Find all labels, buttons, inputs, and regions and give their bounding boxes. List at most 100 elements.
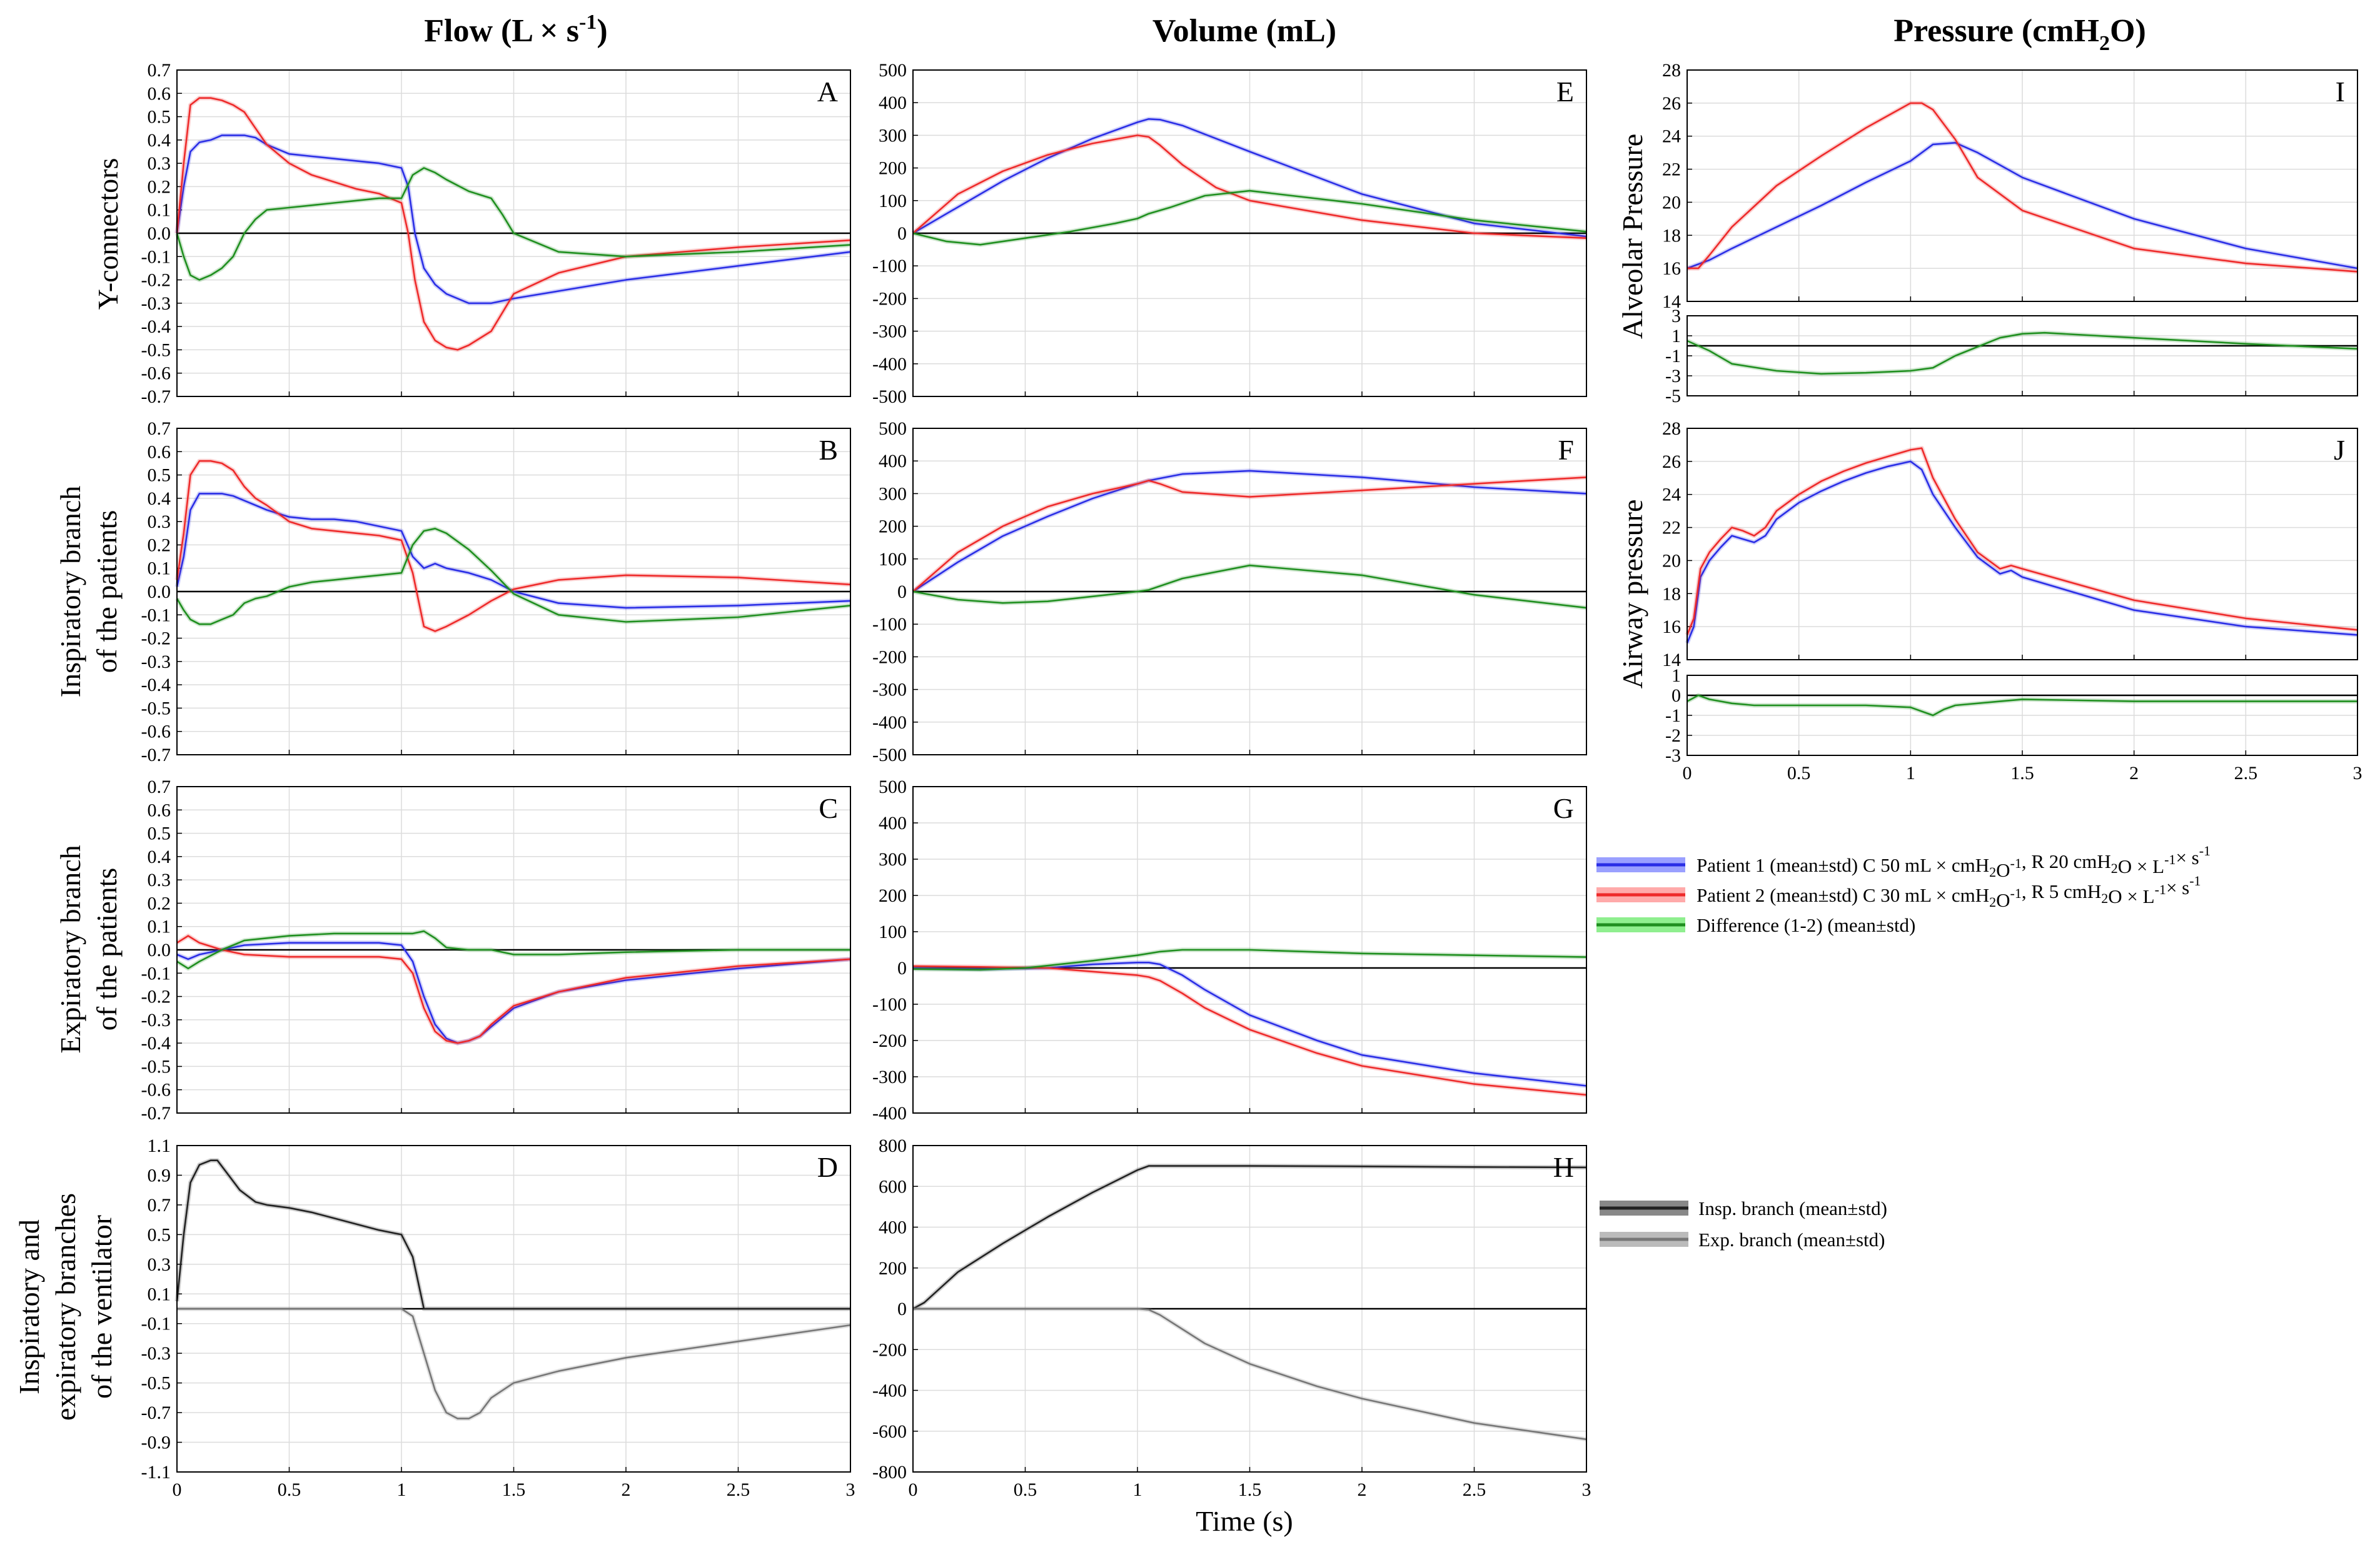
y-tick-label: -0.5 [141,340,171,360]
y-tick-label: -0.4 [141,675,171,695]
y-tick-label: 0.2 [148,893,171,914]
chart-flow-expiratory-patients: 0.7 0.6 0.5 0.4 0.3 0.2 0.1 0.0 -0.1 -0.2 -0.3-0.4… [141,777,851,1124]
y-tick-label: -100 [872,256,907,276]
row-label-i: Alveolar Pressure [1616,134,1648,339]
y-tick-label: 0 [897,223,907,244]
grid-lines [1687,70,2357,301]
axis-frame [176,428,851,755]
y-tick-label: 0.7 [148,60,171,81]
y-tick-label: -0.2 [141,628,171,649]
series-line-green [176,167,851,281]
y-tick-label: -400 [872,1381,907,1401]
y-tick-label: 0.5 [148,1224,171,1245]
y-tick-label: 200 [879,158,907,179]
legend-entry-3: Difference (1-2) (mean±std) [1697,914,1915,936]
y-tick-label: -0.4 [141,1033,171,1054]
series-line-blue [176,134,851,305]
y-tick-label: -0.7 [141,1103,171,1124]
y-tick-label: 0.0 [148,223,171,244]
y-tick-label: -0.5 [141,698,171,718]
series-line-green [1687,331,2358,375]
legend-branches: Insp. branch (mean±std) Exp. branch (mean… [1600,1197,1887,1251]
axis-frame [176,1145,851,1473]
y-tick-label: 22 [1662,518,1681,538]
axis-frame [1687,69,2358,302]
panel-label: F [1558,434,1574,466]
y-tick-label: -800 [872,1462,907,1483]
y-tick-label: -0.3 [141,652,171,672]
y-tick-label: -0.6 [141,722,171,742]
x-tick-label: 2 [1358,1479,1367,1500]
y-tick-label: 100 [879,922,907,942]
chart-volume-inspiratory-patients: 500 400 300 200 100 0 -100 -200 -300 -400 -500 F [872,418,1587,765]
panel-label: B [819,434,838,466]
x-tick-label: 0.5 [1014,1479,1037,1500]
y-tick-label: 0.7 [148,1195,171,1216]
y-tick-label: 20 [1662,550,1681,571]
y-tick-label: 0.3 [148,870,171,890]
x-tick-label: 1 [1906,763,1915,784]
x-tick-label: 2.5 [727,1479,750,1500]
y-tick-label: 0.3 [148,153,171,174]
series-line-blue [1687,142,2358,270]
x-tick-label: 0.5 [1787,763,1811,784]
legend-patients: Patient 1 (mean±std) C 50 mL × cmH2O-1, … [1596,843,2211,936]
y-tick-label: -0.1 [141,963,171,984]
x-tick-label: 2.5 [1463,1479,1486,1500]
x-tick-label: 0.5 [278,1479,301,1500]
chart-volume-expiratory-patients: 500 400 300 200 100 0 -100 -200 -300 -400 G [872,777,1587,1124]
x-tick-label: 1.5 [2010,763,2034,784]
axis-frame [912,69,1587,397]
panel-label: A [817,76,838,108]
y-tick-label: 300 [879,849,907,870]
axis-frame [912,428,1587,755]
y-tick-label: -0.5 [141,1056,171,1077]
y-tick-label: 0.5 [148,107,171,128]
x-tick-label: 1.5 [1238,1479,1262,1500]
y-tick-label: 0.5 [148,465,171,486]
row-label-j: Airway pressure [1616,500,1648,689]
y-tick-label: 0.7 [148,777,171,797]
x-tick-label: 0 [173,1479,182,1500]
y-tick-label: 0.6 [148,83,171,104]
y-tick-label: 200 [879,517,907,537]
axis-frame [1687,428,2358,660]
chart-airway-pressure-difference: 10-1-2-30 0.5 1 1.5 2 2.5 3 [1665,665,2362,784]
y-tick-label: 16 [1662,617,1681,637]
legend-entry-1: Patient 1 (mean±std) C 50 mL × cmH2O-1, … [1697,843,2211,881]
x-tick-label: 3 [2353,763,2362,784]
y-tick-label: 100 [879,549,907,570]
panel-label: G [1553,792,1574,824]
y-tick-label: -1.1 [141,1462,171,1483]
y-tick-label: 0.3 [148,1254,171,1275]
chart-volume-y-connectors: 500 400 300 200 100 0 -100 -200 -300 -400 -500 E [872,60,1587,407]
x-tick-label: 1 [1133,1479,1142,1500]
y-tick-label: -500 [872,745,907,765]
y-tick-label: -0.4 [141,316,171,337]
series-line-blue [176,942,851,1044]
y-tick-label: 300 [879,125,907,146]
legend-branch-entry-2: Exp. branch (mean±std) [1698,1229,1885,1251]
series-line-gray_light [177,1308,851,1419]
y-tick-label: -3 [1665,366,1681,386]
y-tick-label: 0.1 [148,558,171,579]
y-tick-label: 0.9 [148,1165,171,1186]
series-line-red [1687,102,2358,273]
y-tick-label: -500 [872,386,907,407]
chart-flow-inspiratory-patients: 0.70.6 0.50.40.3 0.2 0.1 0.0 -0.1 -0.2 -0.3 -0.4… [141,418,851,765]
series-line-green [912,564,1587,609]
row-label-d: Inspiratory and expiratory branches of the… [13,1193,118,1421]
y-tick-label: -100 [872,994,907,1015]
y-tick-label: 400 [879,813,907,834]
y-tick-label: 0.2 [148,535,171,555]
y-tick-label: -400 [872,1103,907,1124]
col-title-pressure: Pressure (cmH2O) [1893,13,2146,55]
series-line-red [176,935,851,1044]
y-tick-label: -400 [872,354,907,375]
axis-frame [1687,675,2358,756]
y-tick-label: -0.2 [141,270,171,291]
axis-frame [912,1145,1587,1473]
panel-label: J [2334,434,2345,466]
series-line-green [912,949,1587,971]
